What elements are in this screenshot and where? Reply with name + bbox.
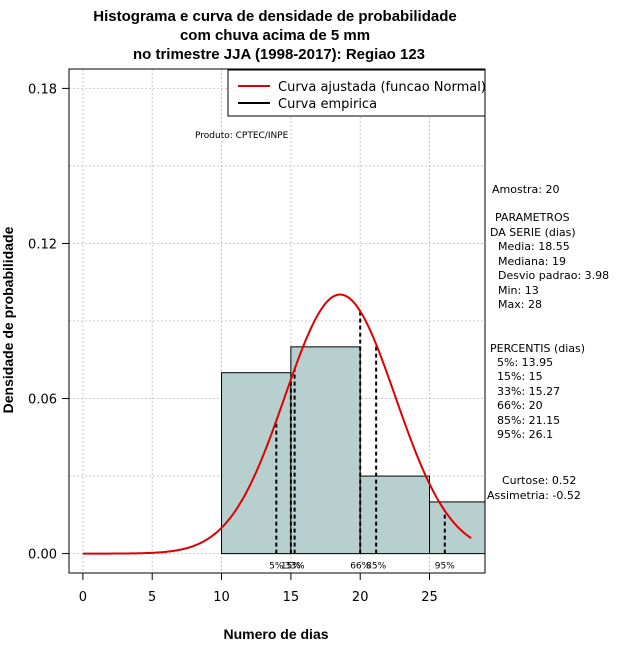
percentile-label: 15% bbox=[281, 562, 301, 572]
percentil-33: 33%: 15.27 bbox=[497, 385, 560, 398]
y-tick-label: 0.12 bbox=[28, 237, 57, 252]
percentile-label: 66% bbox=[350, 562, 370, 572]
legend-label-empirical: Curva empirica bbox=[278, 97, 377, 112]
legend-box bbox=[227, 69, 486, 117]
x-tick-label: 25 bbox=[421, 590, 438, 605]
x-tick-label: 15 bbox=[283, 590, 300, 605]
sample-size: Amostra: 20 bbox=[492, 183, 559, 196]
histogram-bar bbox=[221, 372, 292, 555]
x-tick-label: 20 bbox=[352, 590, 369, 605]
params-title-1: PARAMETROS bbox=[495, 211, 570, 224]
chart-title-line-1: Histograma e curva de densidade de proba… bbox=[93, 8, 456, 25]
y-tick-label: 0.06 bbox=[28, 393, 57, 408]
x-tick-label: 10 bbox=[213, 590, 230, 605]
param-min: Min: 13 bbox=[498, 284, 539, 297]
percentil-15: 15%: 15 bbox=[497, 370, 543, 383]
param-mean: Media: 18.55 bbox=[498, 240, 570, 253]
percentil-85: 85%: 21.15 bbox=[497, 414, 560, 427]
percentile-label: 5% bbox=[269, 562, 284, 572]
percentis-title: PERCENTIS (dias) bbox=[490, 342, 585, 355]
percentile-label: 95% bbox=[435, 562, 455, 572]
param-median: Mediana: 19 bbox=[498, 255, 566, 268]
histogram-bar bbox=[290, 346, 361, 555]
product-note: Produto: CPTEC/INPE bbox=[195, 131, 289, 141]
legend: Curva ajustada (funcao Normal) Curva emp… bbox=[227, 69, 486, 117]
percentil-66: 66%: 20 bbox=[497, 399, 543, 412]
percentil-95: 95%: 26.1 bbox=[497, 428, 553, 441]
skewness: Assimetria: -0.52 bbox=[487, 489, 581, 502]
x-tick-label: 5 bbox=[148, 590, 156, 605]
fitted-normal-curve bbox=[82, 293, 472, 555]
legend-label-fitted: Curva ajustada (funcao Normal) bbox=[278, 80, 486, 95]
x-axis: 0 5 10 15 20 25 bbox=[79, 572, 438, 605]
percentile-lines bbox=[275, 311, 446, 554]
kurtosis: Curtose: 0.52 bbox=[502, 474, 576, 487]
chart-title-line-2: com chuva acima de 5 mm bbox=[180, 27, 370, 44]
y-tick-label: 0.18 bbox=[28, 82, 57, 97]
percentile-label: 33% bbox=[285, 562, 305, 572]
params-title-2: DA SERIE (dias) bbox=[490, 226, 576, 239]
percentile-label: 85% bbox=[366, 562, 386, 572]
percentil-5: 5%: 13.95 bbox=[497, 356, 553, 369]
y-tick-label: 0.00 bbox=[28, 548, 57, 563]
histogram-bars bbox=[221, 346, 486, 555]
chart-title-line-3: no trimestre JJA (1998-2017): Regiao 123 bbox=[133, 46, 425, 63]
stats-panel: Amostra: 20 PARAMETROS DA SERIE (dias) M… bbox=[487, 183, 609, 502]
param-sd: Desvio padrao: 3.98 bbox=[498, 269, 609, 282]
y-axis: 0.00 0.06 0.12 0.18 bbox=[28, 82, 70, 563]
fitted-curve-layer bbox=[82, 293, 472, 555]
y-axis-label: Densidade de probabilidade bbox=[0, 226, 16, 413]
x-tick-label: 0 bbox=[79, 590, 87, 605]
percentile-labels: 5%15%33% 66%85% 95% bbox=[269, 562, 455, 572]
x-axis-label: Numero de dias bbox=[223, 626, 328, 642]
param-max: Max: 28 bbox=[498, 298, 542, 311]
histogram-bar bbox=[359, 475, 431, 555]
